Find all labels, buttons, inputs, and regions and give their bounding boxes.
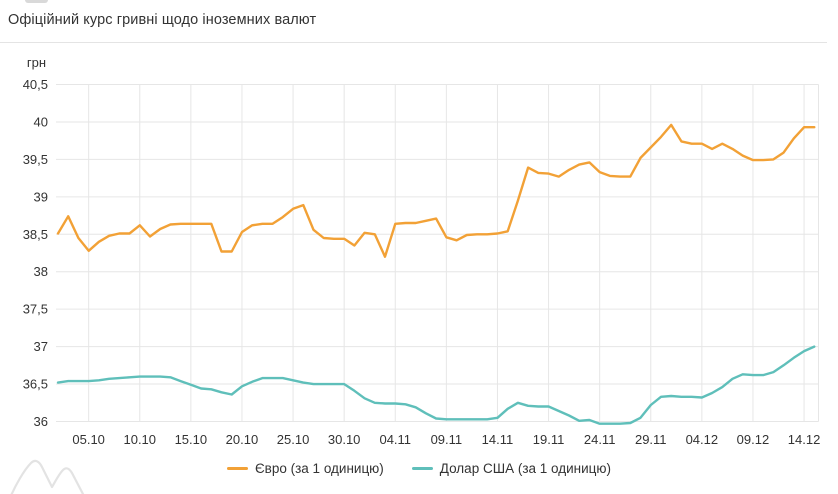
top-edge-fragment — [25, 0, 48, 3]
y-axis-unit-label: грн — [27, 55, 46, 70]
x-tick-label: 20.10 — [226, 432, 259, 447]
chart-legend: Євро (за 1 одиницю) Долар США (за 1 один… — [0, 461, 838, 476]
chart-title: Офіційний курс гривні щодо іноземних вал… — [8, 12, 317, 28]
y-tick-label: 39 — [34, 189, 48, 204]
x-tick-label: 25.10 — [277, 432, 310, 447]
y-tick-label: 37,5 — [23, 302, 48, 317]
x-tick-label: 09.12 — [737, 432, 770, 447]
euro-series-line — [56, 123, 816, 258]
x-tick-label: 14.11 — [482, 432, 514, 447]
header-divider — [0, 42, 827, 43]
x-tick-label: 29.11 — [635, 432, 667, 447]
x-tick-label: 05.10 — [72, 432, 105, 447]
legend-label-usd: Долар США (за 1 одиницю) — [439, 461, 612, 476]
legend-item-usd[interactable]: Долар США (за 1 одиницю) — [411, 461, 612, 476]
usd-line-swatch — [411, 467, 433, 470]
euro-line-swatch — [226, 467, 248, 470]
x-tick-label: 15.10 — [175, 432, 208, 447]
watermark-logo — [10, 459, 85, 494]
legend-label-euro: Євро (за 1 одиницю) — [254, 461, 384, 476]
y-tick-label: 37 — [34, 339, 48, 354]
legend-item-euro[interactable]: Євро (за 1 одиницю) — [226, 461, 384, 476]
x-tick-label: 10.10 — [123, 432, 156, 447]
y-tick-label: 36,5 — [23, 377, 48, 392]
y-tick-label: 40,5 — [23, 77, 48, 92]
x-tick-label: 04.11 — [379, 432, 411, 447]
x-tick-label: 14.12 — [788, 432, 821, 447]
x-tick-label: 30.10 — [328, 432, 361, 447]
y-tick-label: 39,5 — [23, 152, 48, 167]
x-tick-label: 19.11 — [533, 432, 565, 447]
y-tick-label: 38 — [34, 264, 48, 279]
x-tick-label: 24.11 — [584, 432, 616, 447]
y-tick-label: 40 — [34, 114, 48, 129]
y-tick-label: 38,5 — [23, 227, 48, 242]
usd-series-line — [56, 345, 816, 425]
y-tick-label: 36 — [34, 414, 48, 429]
x-tick-label: 04.12 — [686, 432, 719, 447]
x-tick-label: 09.11 — [431, 432, 463, 447]
